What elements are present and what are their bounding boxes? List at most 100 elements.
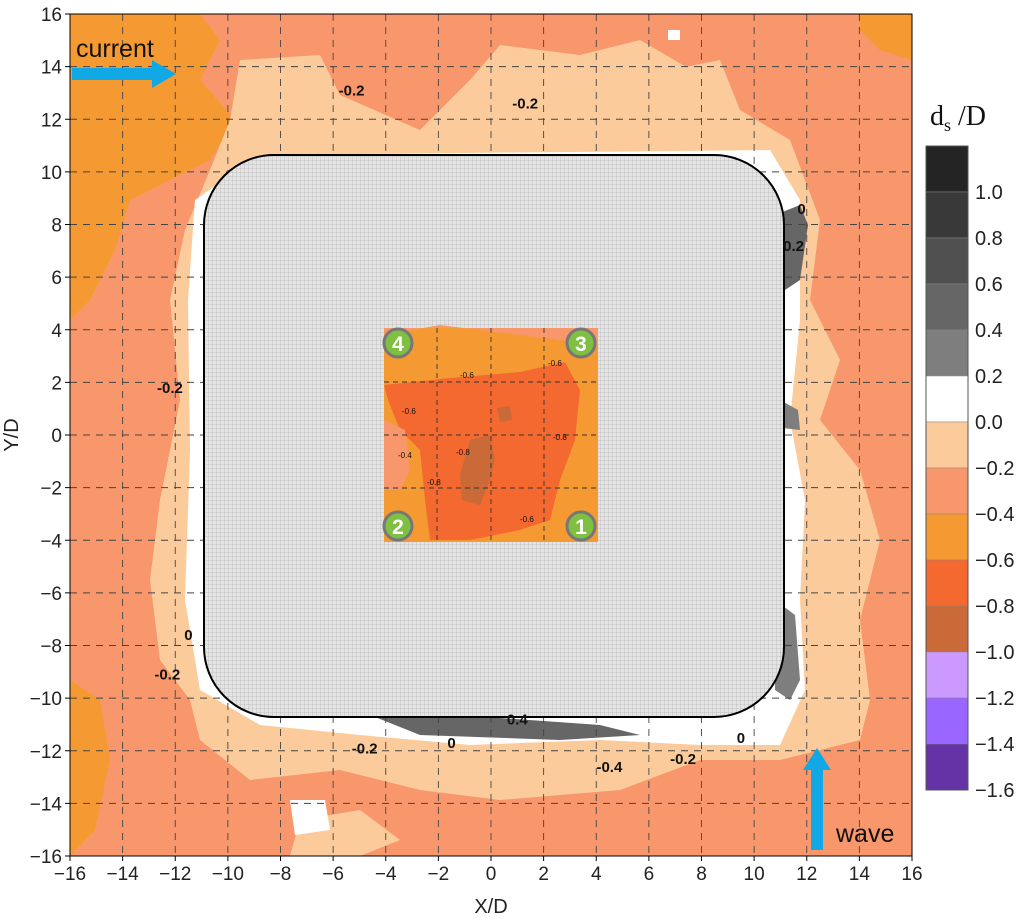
y-tick-label: 6: [51, 268, 62, 289]
contour-label: 0: [184, 627, 192, 644]
y-tick-label: −4: [40, 531, 62, 552]
inner-contour-label: -0.8: [553, 433, 567, 442]
x-tick-label: 10: [744, 864, 765, 885]
contour-label: -0.2: [512, 96, 538, 113]
y-tick-label: −16: [30, 847, 62, 868]
inner-contour-label: -0.8: [427, 478, 441, 487]
contour-label: -0.2: [157, 380, 183, 397]
colorbar-tick-label: −1.6: [975, 780, 1014, 802]
colorbar-frame: [925, 145, 969, 791]
inner-band-minus-10-a: [460, 435, 495, 505]
marker-2: 2: [382, 510, 414, 542]
y-tick-label: 4: [51, 321, 62, 342]
x-tick-label: 8: [696, 864, 707, 885]
colorbar-tick-label: 0.2: [975, 366, 1003, 388]
colorbar-tick-label: −1.2: [975, 688, 1014, 710]
y-tick-label: −14: [30, 794, 63, 815]
band-minus-06-bottomleft: [70, 680, 110, 856]
wave-label: wave: [835, 820, 894, 848]
current-label: current: [76, 35, 154, 63]
contour-label: -0.2: [670, 751, 696, 768]
x-axis-ticks: −16 −14 −12 −10 −8 −6 −4 −2 0 2 4 6 8 10 12 14 16: [54, 856, 923, 885]
colorbar-band: [925, 283, 969, 331]
colorbar-title: ds /D: [930, 101, 986, 135]
current-arrow: [72, 60, 176, 88]
y-axis-label: Y/D: [1, 418, 23, 451]
x-tick-label: −2: [428, 864, 450, 885]
colorbar-tick-label: 0.6: [975, 274, 1003, 296]
y-tick-label: −8: [40, 637, 62, 658]
colorbar-band: [925, 605, 969, 653]
marker-3: 3: [565, 327, 597, 359]
colorbar-tick-label: −1.4: [975, 734, 1014, 756]
band-zero-spot-1: [290, 800, 330, 835]
y-tick-label: 14: [41, 58, 63, 79]
inner-contour-label: -0.6: [520, 515, 534, 524]
y-tick-label: 12: [41, 110, 62, 131]
y-tick-label: −6: [40, 584, 62, 605]
band-minus-06-left: [70, 14, 235, 320]
x-tick-label: −16: [54, 864, 86, 885]
inner-window: -0.6 -0.6 -0.6 -0.4 -0.8 -0.8 -0.8 -0.6: [384, 325, 598, 542]
x-tick-label: 14: [849, 864, 871, 885]
contour-label: -0.2: [352, 740, 378, 757]
contour-label: -0.2: [339, 83, 365, 100]
colorbar-tick-label: −0.6: [975, 550, 1014, 572]
colorbar-band: [925, 329, 969, 377]
inner-band-minus-04-left: [384, 420, 410, 490]
inner-band-minus-04: [384, 325, 598, 345]
inner-contour-label: -0.6: [548, 359, 562, 368]
x-tick-label: 6: [644, 864, 655, 885]
x-tick-label: −8: [270, 864, 292, 885]
x-tick-label: −6: [322, 864, 344, 885]
y-axis-ticks: 16 14 12 10 8 6 4 2 0 −2 −4 −6 −8 −10 −12 −14 −16: [30, 5, 70, 868]
colorbar-band: [925, 651, 969, 699]
x-tick-label: −14: [107, 864, 140, 885]
colorbar-tick-label: −0.8: [975, 596, 1014, 618]
inner-contour-label: -0.4: [398, 451, 412, 460]
contour-label: -0.4: [596, 759, 623, 776]
y-tick-label: −10: [30, 689, 62, 710]
colorbar-tick-label: −0.2: [975, 458, 1014, 480]
colorbar-band: [925, 559, 969, 607]
svg-text:4: 4: [392, 333, 404, 356]
inner-contour-label: -0.6: [460, 371, 474, 380]
colorbar: 1.0 0.8 0.6 0.4 0.2 0.0 −0.2 −0.4 −0.6 −0.8 −1.0 −1…: [925, 145, 1014, 802]
colorbar-tick-label: 0.0: [975, 412, 1003, 434]
colorbar-band: [925, 467, 969, 515]
svg-text:2: 2: [392, 516, 404, 539]
band-minus-02-topright: [560, 40, 700, 100]
x-tick-label: 4: [591, 864, 602, 885]
contour-labels: -0.2 -0.2 0 0.2 -0.2 0 -0.2 0.4 0 -0.2 -0.4 -0.2 0: [154, 83, 805, 776]
colorbar-band: [925, 697, 969, 745]
colorbar-tick-label: 0.8: [975, 228, 1003, 250]
svg-text:ds /D: ds /D: [930, 101, 986, 135]
colorbar-band: [925, 513, 969, 561]
colorbar-band: [925, 421, 969, 469]
x-tick-label: 12: [796, 864, 817, 885]
colorbar-band: [925, 743, 969, 791]
x-tick-label: −10: [212, 864, 244, 885]
y-tick-label: −12: [30, 742, 62, 763]
y-tick-label: −2: [40, 479, 62, 500]
x-tick-label: 2: [538, 864, 549, 885]
svg-text:1: 1: [575, 516, 587, 539]
marker-1: 1: [565, 510, 597, 542]
colorbar-tick-label: −1.0: [975, 642, 1014, 664]
band-plus-04-bottom: [370, 715, 640, 740]
y-tick-label: 0: [51, 426, 62, 447]
contour-label: 0.2: [783, 238, 804, 255]
y-tick-label: 10: [41, 163, 62, 184]
y-tick-label: 2: [51, 373, 62, 394]
marker-4: 4: [382, 327, 414, 359]
inner-band-minus-10-b: [497, 406, 512, 422]
x-axis-label: X/D: [474, 896, 507, 918]
contour-label: 0: [737, 730, 745, 747]
contour-label: 0: [447, 735, 455, 752]
svg-text:3: 3: [575, 333, 587, 356]
wave-arrow: [803, 748, 831, 850]
band-minus-06-right: [860, 14, 912, 60]
contour-label: 0: [797, 201, 805, 218]
x-tick-label: 0: [486, 864, 497, 885]
